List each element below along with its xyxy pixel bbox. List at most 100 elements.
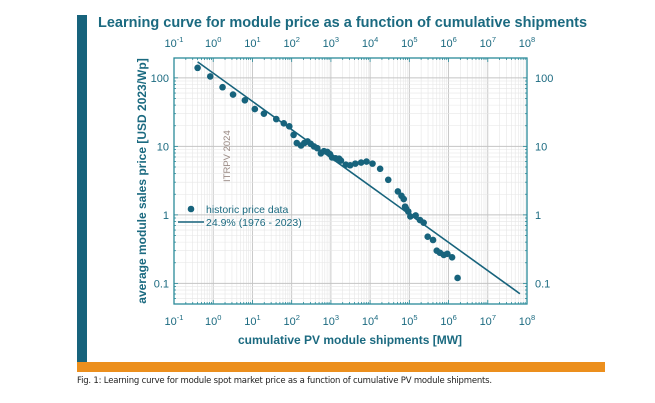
figure-caption: Fig. 1: Learning curve for module spot m… — [77, 376, 492, 386]
tick-base: 10 — [519, 38, 531, 50]
data-point — [206, 73, 214, 80]
tick-base: 10 — [165, 316, 177, 328]
tick-exponent: 1 — [256, 35, 260, 44]
tick-exponent: 5 — [413, 313, 417, 322]
x-tick-label-top: 10-1 — [165, 35, 184, 50]
data-point — [400, 195, 408, 203]
tick-base: 10 — [244, 38, 256, 50]
data-point — [407, 213, 414, 220]
tick-exponent: 7 — [492, 313, 496, 322]
tick-exponent: 7 — [492, 35, 496, 44]
data-point — [251, 105, 259, 113]
tick-exponent: 3 — [335, 35, 339, 44]
legend: historic price data 24.9% (1976 - 2023) — [178, 204, 302, 229]
y-tick-label-left: 0.1 — [154, 278, 169, 290]
data-point — [219, 83, 226, 91]
legend-label-scatter: historic price data — [206, 204, 288, 216]
data-point — [369, 160, 376, 167]
tick-exponent: 2 — [296, 313, 300, 322]
x-tick-label-top: 105 — [401, 35, 417, 50]
x-axis-label: cumulative PV module shipments [MW] — [238, 333, 462, 347]
tick-base: 10 — [244, 316, 256, 328]
y-tick-label-right: 1 — [535, 210, 541, 222]
x-tick-label-top: 103 — [323, 35, 339, 50]
tick-base: 10 — [440, 316, 452, 328]
tick-exponent: 0 — [217, 35, 221, 44]
data-point — [384, 176, 392, 184]
data-point — [285, 123, 293, 130]
data-point — [260, 110, 268, 117]
x-tick-label-top: 104 — [362, 35, 378, 50]
tick-base: 10 — [480, 38, 492, 50]
tick-exponent: 2 — [296, 35, 300, 44]
x-tick-label-top: 100 — [205, 35, 221, 50]
tick-base: 10 — [362, 316, 374, 328]
learning-rate-fit-line — [197, 61, 521, 295]
y-tick-label-left: 100 — [151, 73, 169, 85]
data-point — [290, 131, 297, 139]
tick-exponent: 3 — [335, 313, 339, 322]
tick-base: 10 — [480, 316, 492, 328]
tick-base: 10 — [362, 38, 374, 50]
tick-exponent: 5 — [413, 35, 417, 44]
legend-marker-scatter — [187, 205, 195, 213]
x-tick-label-bottom: 104 — [362, 313, 378, 328]
x-tick-label-bottom: 10-1 — [165, 313, 184, 328]
x-tick-label-top: 108 — [519, 35, 535, 50]
x-tick-label-bottom: 101 — [244, 313, 260, 328]
tick-exponent: 8 — [531, 35, 535, 44]
x-tick-label-top: 106 — [440, 35, 456, 50]
tick-base: 10 — [205, 316, 217, 328]
data-point — [363, 158, 370, 165]
data-point — [357, 159, 365, 166]
tick-base: 10 — [205, 38, 217, 50]
legend-label-line: 24.9% (1976 - 2023) — [206, 217, 302, 229]
tick-exponent: 8 — [531, 313, 535, 322]
x-tick-label-bottom: 100 — [205, 313, 221, 328]
tick-exponent: 0 — [217, 313, 221, 322]
data-point — [352, 160, 359, 167]
y-axis-label: average module sales price [USD 2023/Wp] — [135, 58, 149, 303]
tick-base: 10 — [323, 316, 335, 328]
accent-side-bar — [77, 15, 87, 362]
tick-base: 10 — [283, 316, 295, 328]
tick-exponent: 1 — [256, 313, 260, 322]
tick-exponent: -1 — [177, 35, 184, 44]
chart-title: Learning curve for module price as a fun… — [98, 15, 587, 31]
data-point — [376, 165, 384, 173]
data-point — [429, 236, 437, 244]
axis-ticks: 10-110-110010010110110210210310310410410… — [151, 35, 554, 328]
x-tick-label-top: 107 — [480, 35, 496, 50]
tick-base: 10 — [323, 38, 335, 50]
data-point — [444, 250, 451, 258]
data-point — [241, 97, 249, 104]
x-tick-label-top: 102 — [283, 35, 299, 50]
x-tick-label-top: 101 — [244, 35, 260, 50]
x-tick-label-bottom: 108 — [519, 313, 535, 328]
y-tick-label-right: 100 — [535, 73, 553, 85]
watermark: ITRPV 2024 — [222, 130, 233, 182]
tick-base: 10 — [165, 38, 177, 50]
data-point — [194, 64, 201, 72]
data-point — [394, 188, 402, 195]
tick-base: 10 — [401, 316, 413, 328]
tick-exponent: 4 — [374, 313, 378, 322]
x-tick-label-bottom: 105 — [401, 313, 417, 328]
y-tick-label-left: 10 — [157, 141, 169, 153]
data-point — [454, 274, 461, 282]
x-tick-label-bottom: 106 — [440, 313, 456, 328]
data-marks — [194, 61, 521, 295]
data-point — [337, 157, 345, 164]
tick-exponent: 6 — [453, 313, 457, 322]
x-tick-label-bottom: 103 — [323, 313, 339, 328]
accent-bottom-bar — [77, 362, 605, 372]
tick-exponent: -1 — [177, 313, 184, 322]
x-tick-label-bottom: 102 — [283, 313, 299, 328]
tick-base: 10 — [401, 38, 413, 50]
tick-base: 10 — [283, 38, 295, 50]
tick-base: 10 — [440, 38, 452, 50]
data-point — [229, 91, 237, 98]
y-tick-label-left: 1 — [163, 210, 169, 222]
tick-base: 10 — [519, 316, 531, 328]
